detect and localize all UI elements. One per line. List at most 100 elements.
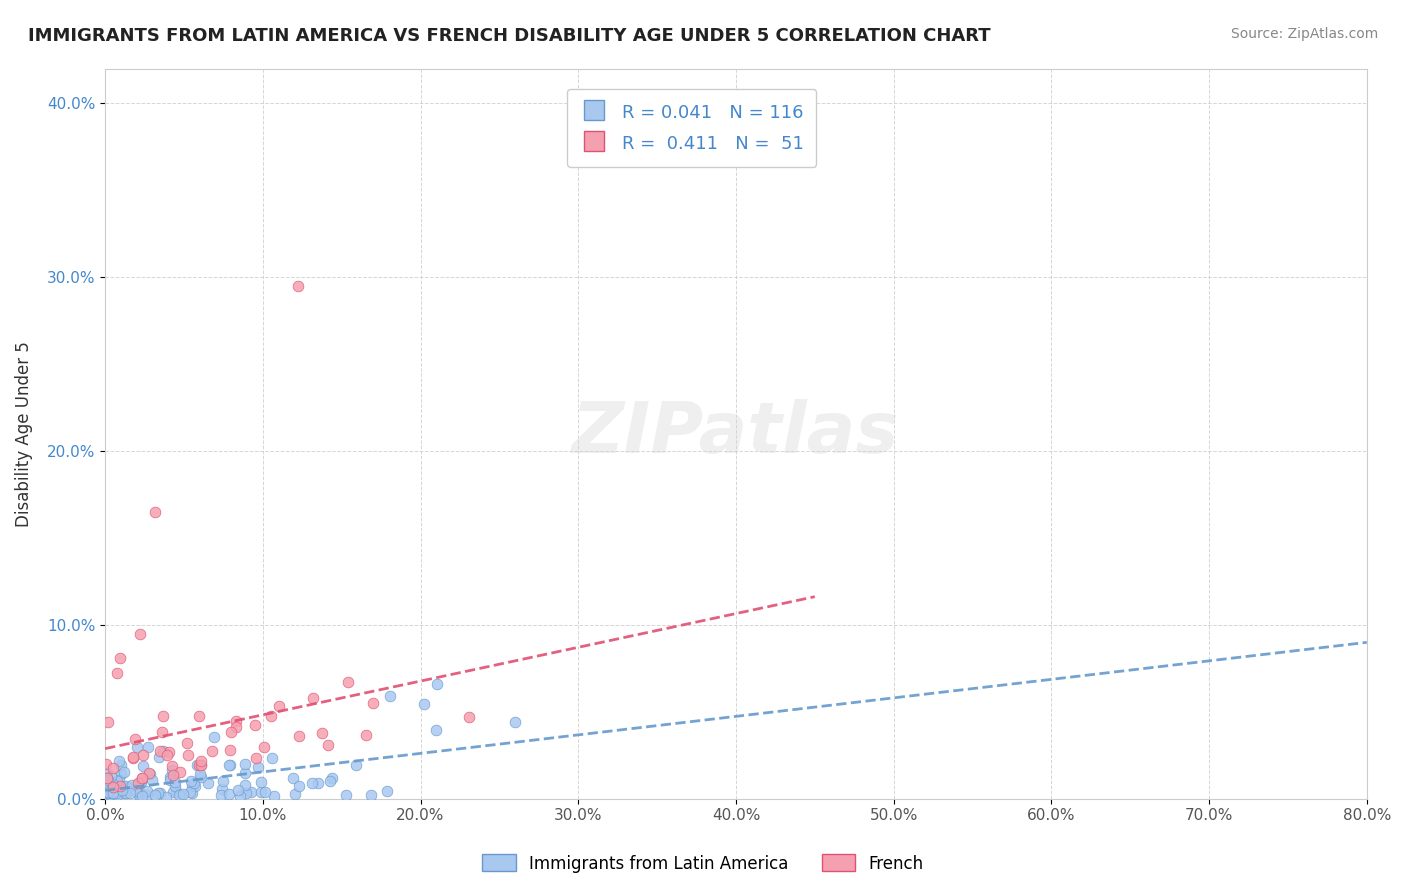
Point — [96, 757, 118, 772]
Point — [176, 736, 198, 750]
Point — [105, 666, 128, 681]
Point — [172, 787, 194, 801]
Point — [101, 786, 124, 800]
Point — [233, 778, 256, 792]
Point — [149, 786, 172, 800]
Point — [107, 774, 129, 789]
Point — [225, 720, 247, 734]
Point — [188, 709, 211, 723]
Point — [136, 784, 159, 798]
Point — [375, 784, 398, 798]
Point — [163, 779, 186, 793]
Point — [104, 786, 127, 800]
Point — [97, 784, 120, 798]
Point — [121, 751, 143, 765]
Point — [132, 748, 155, 763]
Point — [96, 771, 118, 785]
Point — [157, 745, 180, 759]
Point — [97, 786, 120, 800]
Point — [425, 723, 447, 737]
Point — [141, 773, 163, 788]
Point — [146, 786, 169, 800]
Point — [156, 748, 179, 763]
Point — [335, 789, 357, 803]
Point — [229, 789, 252, 804]
Legend: Immigrants from Latin America, French: Immigrants from Latin America, French — [475, 847, 931, 880]
Point — [112, 786, 135, 800]
Point — [129, 775, 152, 789]
Point — [129, 626, 152, 640]
Point — [101, 786, 124, 800]
Legend: R = 0.041   N = 116, R =  0.411   N =  51: R = 0.041 N = 116, R = 0.411 N = 51 — [568, 88, 815, 167]
Point — [155, 789, 177, 804]
Point — [131, 771, 153, 785]
Point — [361, 696, 384, 710]
Point — [159, 773, 181, 788]
Point — [228, 783, 250, 797]
Point — [117, 780, 139, 794]
Point — [162, 768, 184, 782]
Point — [104, 780, 127, 795]
Point — [302, 690, 325, 705]
Point — [250, 785, 273, 799]
Point — [101, 776, 124, 790]
Point — [360, 788, 382, 802]
Point — [426, 677, 449, 691]
Point — [165, 775, 187, 789]
Point — [136, 740, 159, 755]
Point — [131, 789, 153, 803]
Point — [96, 772, 118, 787]
Point — [110, 758, 132, 772]
Point — [111, 783, 134, 797]
Point — [233, 765, 256, 780]
Point — [457, 710, 479, 724]
Point — [356, 728, 378, 742]
Point — [179, 785, 201, 799]
Point — [143, 505, 166, 519]
Point — [108, 772, 131, 787]
Point — [103, 780, 125, 794]
Point — [108, 650, 131, 665]
Point — [211, 781, 233, 796]
Point — [132, 759, 155, 773]
Point — [127, 776, 149, 790]
Point — [100, 785, 122, 799]
Point — [218, 757, 240, 772]
Point — [127, 784, 149, 798]
Point — [127, 739, 149, 754]
Point — [263, 789, 285, 803]
Point — [188, 757, 211, 772]
Point — [288, 729, 311, 743]
Point — [152, 708, 174, 723]
Point — [259, 708, 281, 723]
Point — [190, 754, 212, 768]
Point — [114, 764, 136, 779]
Point — [190, 758, 212, 772]
Point — [105, 784, 128, 798]
Point — [114, 786, 136, 800]
Point — [101, 761, 124, 775]
Point — [159, 770, 181, 784]
Point — [122, 783, 145, 797]
Point — [183, 780, 205, 794]
Point — [94, 780, 117, 794]
Point — [108, 754, 131, 768]
Point — [149, 744, 172, 758]
Point — [167, 788, 190, 802]
Point — [186, 757, 208, 772]
Text: IMMIGRANTS FROM LATIN AMERICA VS FRENCH DISABILITY AGE UNDER 5 CORRELATION CHART: IMMIGRANTS FROM LATIN AMERICA VS FRENCH … — [28, 27, 991, 45]
Point — [135, 788, 157, 802]
Point — [180, 779, 202, 793]
Point — [169, 765, 191, 780]
Point — [138, 765, 160, 780]
Point — [225, 714, 247, 728]
Point — [262, 750, 284, 764]
Point — [319, 773, 342, 788]
Point — [239, 785, 262, 799]
Point — [118, 786, 141, 800]
Point — [218, 758, 240, 772]
Point — [413, 697, 436, 711]
Point — [121, 750, 143, 764]
Point — [233, 757, 256, 772]
Point — [321, 771, 343, 785]
